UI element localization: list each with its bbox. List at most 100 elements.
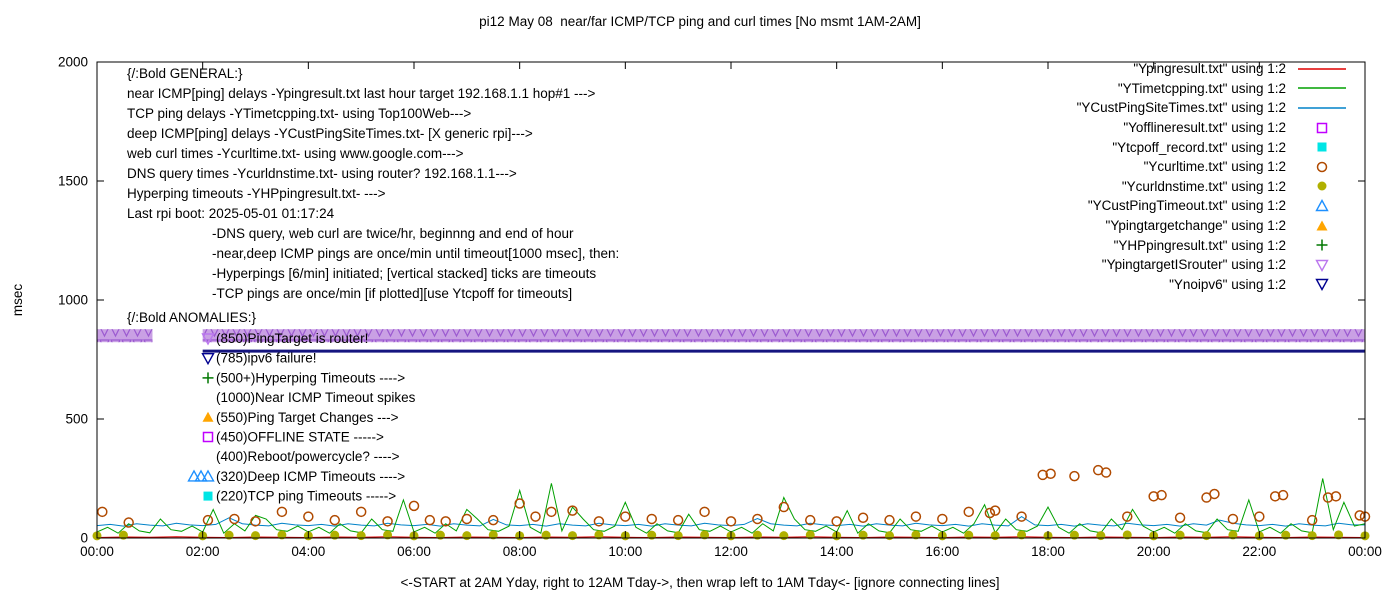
point-Ycurltime.txt <box>1148 491 1159 502</box>
point-Ycurldnstime.txt <box>1096 531 1106 541</box>
anomaly-line: (220)TCP ping Timeouts -----> <box>216 489 396 504</box>
point-Ycurltime.txt <box>672 514 684 526</box>
anomaly-marker <box>202 411 214 422</box>
legend-marker-square-open <box>1316 122 1328 133</box>
legend-sample-square-open <box>1316 122 1328 133</box>
legend-item-label: "YCustPingTimeout.txt" using 1:2 <box>1087 198 1286 214</box>
note-line: Hyperping timeouts -YHPpingresult.txt- -… <box>127 186 386 201</box>
legend-item: "YTimetcpping.txt" using 1:2 <box>1077 79 1350 99</box>
point-Ycurldnstime.txt <box>568 531 577 541</box>
point-Ycurltime.txt <box>989 505 1001 516</box>
point-Ycurltime.txt <box>778 501 790 513</box>
point-Ycurltime.txt <box>884 514 895 526</box>
legend-item-label: "Ypingtargetchange" using 1:2 <box>1105 218 1286 234</box>
point-Ycurltime.txt <box>831 516 842 527</box>
x-tick-label: 02:00 <box>186 544 220 559</box>
point-Ycurldnstime.txt <box>964 530 974 540</box>
x-tick-label: 22:00 <box>1242 544 1276 559</box>
legend-item: "Ycurldnstime.txt" using 1:2 <box>1077 177 1350 197</box>
point-Ycurltime.txt <box>1306 514 1318 526</box>
point-Ycurldnstime.txt <box>858 530 868 540</box>
legend-item: "Ycurltime.txt" using 1:2 <box>1077 157 1350 177</box>
point-Ycurltime.txt <box>1354 510 1365 521</box>
anomaly-line: (1000)Near ICMP Timeout spikes <box>216 390 416 405</box>
anomaly-marker <box>201 333 215 346</box>
anomaly-line: (320)Deep ICMP Timeouts ----> <box>216 469 405 484</box>
legend-item: "Ypingtargetchange" using 1:2 <box>1077 216 1350 236</box>
point-Ycurltime.txt <box>329 514 340 526</box>
point-Ycurltime.txt <box>123 517 134 528</box>
note-line: -TCP pings are once/min [if plotted][use… <box>212 286 572 301</box>
point-Ycurltime.txt <box>1016 511 1027 522</box>
point-Ycurltime.txt <box>567 505 578 516</box>
x-tick-label: 00:00 <box>80 544 114 559</box>
y-tick-label: 1500 <box>58 174 88 189</box>
x-tick-label: 18:00 <box>1031 544 1065 559</box>
legend-item: "YpingtargetISrouter" using 1:2 <box>1077 255 1350 275</box>
point-Ycurltime.txt <box>1174 512 1186 524</box>
legend-marker-circle-filled <box>1317 181 1327 191</box>
legend-sample-triangle-up-open <box>1315 199 1329 212</box>
note-line: -DNS query, web curl are twice/hr, begin… <box>212 226 574 241</box>
y-tick-label: 2000 <box>58 55 88 70</box>
series-band-texture-YpingtargetISrouter <box>202 329 1366 343</box>
anomaly-line: (500+)Hyperping Timeouts ----> <box>216 370 405 385</box>
point-Ycurldnstime.txt <box>700 530 710 540</box>
point-Ycurltime.txt <box>440 516 451 527</box>
point-Ycurltime.txt <box>530 511 541 522</box>
note-line: {/:Bold GENERAL:} <box>127 66 243 81</box>
legend-sample-plus <box>1316 239 1328 251</box>
chart-title: pi12 May 08 near/far ICMP/TCP ping and c… <box>479 14 921 29</box>
anomaly-line: (450)OFFLINE STATE -----> <box>216 430 384 445</box>
anomaly-marker <box>201 353 215 366</box>
legend-sample-line <box>1298 107 1346 109</box>
legend-sample-circle-filled <box>1317 181 1327 191</box>
legend-item: "YCustPingSiteTimes.txt" using 1:2 <box>1077 98 1350 118</box>
legend-sample-line <box>1298 87 1346 90</box>
note-line: Last rpi boot: 2025-05-01 01:17:24 <box>127 206 335 221</box>
point-Ycurltime.txt <box>1037 469 1048 481</box>
x-tick-label: 12:00 <box>714 544 748 559</box>
x-tick-label: 00:00 <box>1348 544 1382 559</box>
legend-item-label: "Ytcpoff_record.txt" using 1:2 <box>1112 139 1286 155</box>
point-Ycurldnstime.txt <box>779 531 789 541</box>
point-Ycurltime.txt <box>1254 511 1265 522</box>
point-Ycurldnstime.txt <box>1017 530 1027 540</box>
point-Ycurltime.txt <box>382 516 393 527</box>
x-tick-label: 14:00 <box>820 544 854 559</box>
point-Ycurldnstime.txt <box>673 531 683 541</box>
y-axis-label: msec <box>10 283 25 317</box>
legend-item: "YCustPingTimeout.txt" using 1:2 <box>1077 196 1350 216</box>
point-Ycurltime.txt <box>963 506 974 518</box>
point-Ycurltime.txt <box>303 511 314 522</box>
point-Ycurldnstime.txt <box>488 530 498 540</box>
point-Ycurltime.txt <box>276 506 288 518</box>
point-Ycurldnstime.txt <box>1122 530 1132 540</box>
point-Ycurldnstime.txt <box>118 530 128 540</box>
point-Ycurldnstime.txt <box>1069 530 1079 540</box>
x-tick-label: 08:00 <box>503 544 537 559</box>
legend-item: "Ynoipv6" using 1:2 <box>1077 275 1350 295</box>
legend-item-label: "Ycurldnstime.txt" using 1:2 <box>1121 178 1286 194</box>
point-Ycurltime.txt <box>202 514 214 526</box>
point-Ycurltime.txt <box>355 506 367 518</box>
point-Ycurltime.txt <box>1227 513 1239 525</box>
anomaly-marker <box>194 469 208 482</box>
point-Ycurldnstime.txt <box>1281 530 1291 540</box>
point-Ycurltime.txt <box>1156 489 1167 501</box>
series-line-YCustPingSiteTimes.txt <box>96 515 1365 527</box>
point-Ycurltime.txt <box>752 513 763 525</box>
legend-marker-triangle-down-open <box>1315 279 1329 292</box>
note-line: TCP ping delays -YTimetcpping.txt- using… <box>127 106 471 121</box>
point-Ycurltime.txt <box>699 506 710 518</box>
point-Ycurldnstime.txt <box>383 530 393 540</box>
anomaly-marker <box>203 491 213 501</box>
legend-item-label: "Ynoipv6" using 1:2 <box>1169 276 1286 292</box>
x-tick-label: 10:00 <box>608 544 642 559</box>
note-line: -Hyperpings [6/min] initiated; [vertical… <box>212 266 596 281</box>
legend-item: "Yofflineresult.txt" using 1:2 <box>1077 118 1350 138</box>
legend-marker-circle-open <box>1316 161 1328 173</box>
point-Ycurldnstime.txt <box>990 531 1000 541</box>
